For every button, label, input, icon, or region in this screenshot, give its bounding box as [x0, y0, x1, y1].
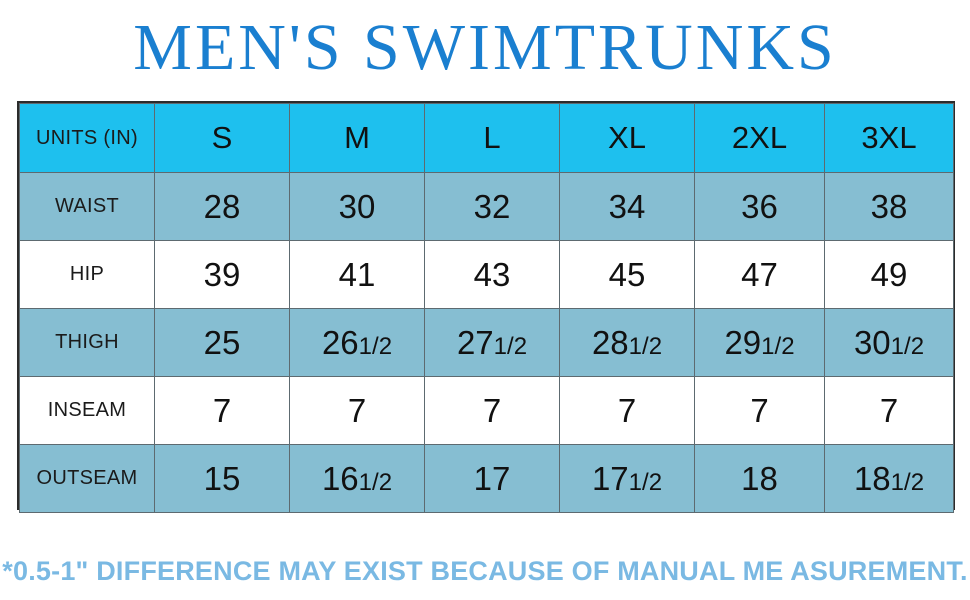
- measurement-cell: 34: [559, 172, 695, 241]
- measurement-whole: 7: [212, 391, 232, 429]
- measurement-footnote: *0.5-1" DIFFERENCE MAY EXIST BECAUSE OF …: [2, 556, 968, 586]
- row-label: THIGH: [19, 308, 155, 377]
- measurement-whole: 45: [608, 255, 646, 293]
- measurement-cell: 7: [824, 376, 954, 445]
- measurement-cell: 171/2: [559, 444, 695, 513]
- measurement-cell: 7: [559, 376, 695, 445]
- measurement-whole: 7: [750, 391, 769, 429]
- row-label: OUTSEAM: [19, 444, 155, 513]
- measurement-cell: 43: [424, 240, 560, 309]
- measurement-whole: 32: [473, 187, 511, 225]
- measurement-cell: 7: [289, 376, 425, 445]
- measurement-cell: 161/2: [289, 444, 425, 513]
- measurement-whole: 17: [473, 459, 511, 497]
- measurement-cell: 7: [424, 376, 560, 445]
- measurement-whole: 26: [321, 323, 359, 361]
- measurement-cell: 261/2: [289, 308, 425, 377]
- size-header-s: S: [154, 103, 290, 173]
- measurement-fraction: 1/2: [628, 468, 663, 496]
- measurement-cell: 181/2: [824, 444, 954, 513]
- measurement-whole: 7: [347, 391, 367, 429]
- measurement-cell: 38: [824, 172, 954, 241]
- measurement-whole: 30: [853, 323, 891, 361]
- measurement-whole: 30: [338, 187, 376, 225]
- measurement-cell: 49: [824, 240, 954, 309]
- measurement-fraction: 1/2: [493, 332, 528, 360]
- measurement-cell: 7: [154, 376, 290, 445]
- measurement-cell: 39: [154, 240, 290, 309]
- measurement-whole: 15: [203, 459, 241, 497]
- measurement-whole: 17: [591, 459, 629, 497]
- measurement-whole: 29: [724, 323, 762, 361]
- size-header-l: L: [424, 103, 560, 173]
- table-row: THIGH 25 261/2 271/2 281/2 291/2 301/2: [19, 308, 954, 377]
- measurement-cell: 25: [154, 308, 290, 377]
- measurement-whole: 47: [741, 255, 778, 293]
- size-header-2xl: 2XL: [694, 103, 825, 173]
- measurement-whole: 39: [203, 255, 241, 293]
- measurement-whole: 25: [203, 323, 241, 361]
- measurement-whole: 18: [853, 459, 891, 497]
- measurement-fraction: 1/2: [358, 332, 393, 360]
- measurement-cell: 271/2: [424, 308, 560, 377]
- measurement-whole: 16: [321, 459, 359, 497]
- page-title: MEN'S SWIMTRUNKS: [133, 11, 837, 84]
- table-row: HIP 39 41 43 45 47 49: [19, 240, 954, 309]
- measurement-cell: 30: [289, 172, 425, 241]
- measurement-whole: 49: [870, 255, 908, 293]
- measurement-cell: 45: [559, 240, 695, 309]
- measurement-whole: 7: [879, 391, 899, 429]
- row-label: WAIST: [19, 172, 155, 241]
- measurement-cell: 41: [289, 240, 425, 309]
- measurement-cell: 18: [694, 444, 825, 513]
- size-header-m: M: [289, 103, 425, 173]
- row-label: INSEAM: [19, 376, 155, 445]
- measurement-cell: 7: [694, 376, 825, 445]
- measurement-fraction: 1/2: [890, 332, 925, 360]
- measurement-fraction: 1/2: [890, 468, 925, 496]
- size-header-3xl: 3XL: [824, 103, 954, 173]
- measurement-cell: 36: [694, 172, 825, 241]
- measurement-whole: 27: [456, 323, 494, 361]
- measurement-cell: 32: [424, 172, 560, 241]
- measurement-fraction: 1/2: [358, 468, 393, 496]
- measurement-whole: 7: [482, 391, 502, 429]
- measurement-whole: 7: [617, 391, 637, 429]
- header-label-cell: UNITS (IN): [19, 103, 155, 173]
- measurement-cell: 47: [694, 240, 825, 309]
- size-header-xl: XL: [559, 103, 695, 173]
- row-label: HIP: [19, 240, 155, 309]
- measurement-cell: 291/2: [694, 308, 825, 377]
- measurement-cell: 28: [154, 172, 290, 241]
- table-row: INSEAM 7 7 7 7 7 7: [19, 376, 954, 445]
- measurement-fraction: 1/2: [761, 332, 795, 360]
- measurement-whole: 38: [870, 187, 908, 225]
- measurement-cell: 301/2: [824, 308, 954, 377]
- size-chart-table: UNITS (IN) S M L XL 2XL 3XL WAIST 28 30 32 3…: [17, 101, 955, 513]
- table-row: OUTSEAM 15 161/2 17 171/2 18 181/2: [19, 444, 954, 513]
- measurement-whole: 34: [608, 187, 646, 225]
- measurement-cell: 17: [424, 444, 560, 513]
- measurement-whole: 43: [473, 255, 511, 293]
- measurement-whole: 36: [741, 187, 778, 225]
- measurement-fraction: 1/2: [628, 332, 663, 360]
- measurement-cell: 281/2: [559, 308, 695, 377]
- measurement-whole: 18: [741, 459, 778, 497]
- measurement-whole: 28: [591, 323, 629, 361]
- measurement-whole: 28: [203, 187, 241, 225]
- table-row: WAIST 28 30 32 34 36 38: [19, 172, 954, 241]
- measurement-whole: 41: [338, 255, 376, 293]
- table-header-row: UNITS (IN) S M L XL 2XL 3XL: [19, 103, 954, 173]
- measurement-cell: 15: [154, 444, 290, 513]
